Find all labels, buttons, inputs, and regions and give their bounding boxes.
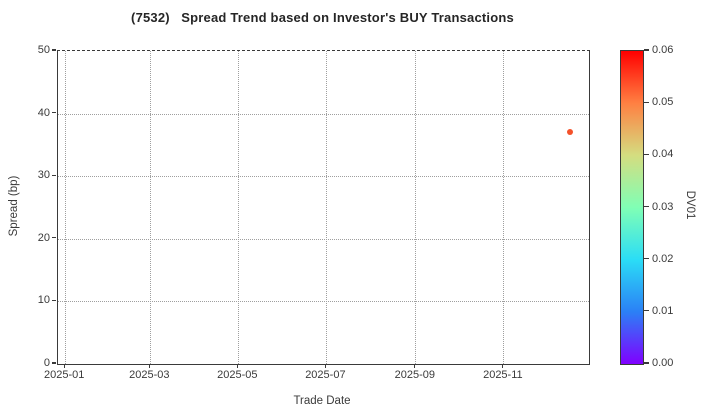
colorbar-tick-mark xyxy=(644,205,649,208)
colorbar-tick-label: 0.04 xyxy=(652,148,674,161)
x-tick-label: 2025-03 xyxy=(129,369,170,381)
y-tick-mark xyxy=(52,112,56,114)
chart-title: (7532) Spread Trend based on Investor's … xyxy=(131,10,514,25)
x-tick-label: 2025-11 xyxy=(483,369,523,381)
colorbar-tick-label: 0.02 xyxy=(652,252,674,265)
y-tick-label: 40 xyxy=(37,106,50,119)
colorbar xyxy=(620,50,644,365)
x-gridline xyxy=(415,51,417,364)
plot-area xyxy=(57,50,590,365)
x-gridline xyxy=(149,51,151,364)
x-gridline xyxy=(503,51,505,364)
x-tick-label: 2025-01 xyxy=(44,369,85,381)
colorbar-label: DV01 xyxy=(684,190,696,220)
y-tick-label: 0 xyxy=(43,357,50,369)
y-tick-label: 50 xyxy=(37,44,50,56)
colorbar-tick-mark xyxy=(644,49,649,51)
y-gridline xyxy=(58,113,589,115)
x-axis-label: Trade Date xyxy=(293,395,351,407)
y-tick-mark xyxy=(52,362,56,364)
x-tick-label: 2025-07 xyxy=(305,369,346,381)
colorbar-tick-label: 0.03 xyxy=(652,200,674,213)
colorbar-tick-mark xyxy=(644,310,649,312)
colorbar-tick-label: 0.06 xyxy=(652,44,674,56)
y-tick-mark xyxy=(52,174,56,176)
colorbar-tick-mark xyxy=(644,101,649,103)
x-gridline xyxy=(237,51,239,364)
colorbar-tick-mark xyxy=(644,153,649,155)
y-gridline xyxy=(58,238,589,240)
y-tick-label: 10 xyxy=(37,294,50,307)
colorbar-tick-label: 0.01 xyxy=(652,304,674,317)
x-gridline xyxy=(64,51,66,364)
data-point xyxy=(567,128,574,135)
y-axis-label: Spread (bp) xyxy=(8,175,20,237)
colorbar-tick-label: 0.00 xyxy=(652,357,674,369)
colorbar-tick-mark xyxy=(644,362,649,364)
y-gridline xyxy=(58,301,589,303)
y-tick-mark xyxy=(52,49,56,51)
colorbar-tick-mark xyxy=(644,258,649,260)
x-tick-label: 2025-09 xyxy=(394,369,436,381)
x-gridline xyxy=(325,51,327,364)
y-gridline xyxy=(58,176,589,178)
y-tick-mark xyxy=(52,237,56,239)
x-tick-label: 2025-05 xyxy=(217,369,258,381)
colorbar-tick-label: 0.05 xyxy=(652,96,674,109)
y-tick-mark xyxy=(52,299,56,301)
